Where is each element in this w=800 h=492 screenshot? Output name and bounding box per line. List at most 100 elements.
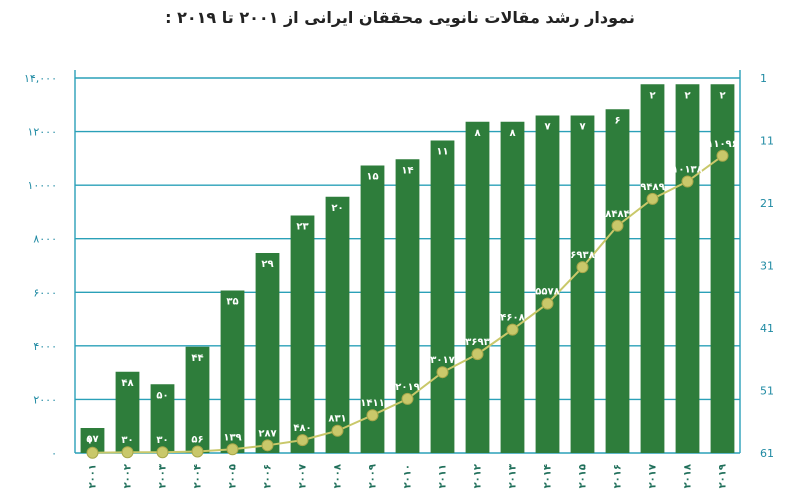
articles-point	[86, 446, 99, 459]
left-tick-label: ۱۲۰۰۰	[27, 126, 57, 139]
articles-point-label: ۸۳۱	[328, 414, 346, 425]
articles-point	[331, 424, 344, 437]
articles-point-label: ۹۴۸۹	[640, 182, 664, 193]
articles-point	[576, 261, 589, 274]
articles-point-label: ۴۶۰۸	[500, 313, 524, 324]
articles-point-label: ۲۰۱۹	[395, 382, 419, 393]
articles-point-label: ۳۶۹۳	[465, 337, 489, 348]
rank-bar	[710, 84, 735, 453]
rank-bar-label: ۸	[474, 128, 480, 139]
rank-bar-label: ۲	[719, 90, 725, 101]
category-label: ۲۰۱۳	[508, 464, 519, 488]
right-tick-label: 31	[760, 260, 774, 273]
articles-point-label: ۵۵۷۸	[535, 287, 559, 298]
rank-bar	[80, 428, 105, 453]
rank-bar-label: ۱۵	[366, 172, 378, 183]
articles-point-label: ۸۴۸۴	[605, 209, 629, 220]
category-label: ۲۰۰۷	[298, 464, 309, 488]
rank-bar	[500, 121, 525, 453]
rank-bar-label: ۴۸	[121, 378, 133, 389]
left-tick-label: ۶۰۰۰	[33, 286, 57, 299]
left-tick-label: ۱۴,۰۰۰	[24, 72, 57, 85]
articles-point-label: ۱۱۰۹۶	[707, 139, 738, 150]
articles-point	[261, 439, 274, 452]
rank-bar	[430, 140, 455, 453]
rank-bar	[185, 346, 210, 453]
articles-point	[541, 297, 554, 310]
articles-point-label: ۴۸۰	[293, 423, 311, 434]
articles-point	[401, 392, 414, 405]
left-tick-label: ۱۰۰۰۰	[27, 179, 57, 192]
rank-bar	[290, 215, 315, 453]
articles-point-label: ۱۰	[86, 436, 98, 447]
rank-bar	[535, 115, 560, 453]
rank-bar	[605, 109, 630, 453]
category-label: ۲۰۱۷	[648, 464, 659, 488]
category-label: ۲۰۱۲	[473, 464, 484, 488]
rank-bar-label: ۲۹	[261, 259, 273, 270]
articles-point-label: ۱۳۹	[223, 432, 241, 443]
rank-bar-label: ۷	[544, 122, 550, 133]
articles-point	[471, 348, 484, 361]
left-tick-label: ۴۰۰۰	[33, 340, 57, 353]
right-tick-label: 21	[760, 197, 774, 210]
category-label: ۲۰۱۶	[613, 464, 624, 488]
rank-bar-label: ۸	[509, 128, 515, 139]
category-label: ۲۰۱۸	[683, 464, 694, 488]
articles-point	[716, 149, 729, 162]
category-label: ۲۰۰۹	[368, 464, 379, 488]
articles-point-label: ۲۸۷	[258, 428, 276, 439]
rank-bar-label: ۷	[579, 122, 585, 133]
articles-point	[436, 366, 449, 379]
chart-title: نمودار رشد مقالات نانویی محققان ایرانی ا…	[165, 8, 635, 27]
rank-bar	[675, 84, 700, 453]
articles-point	[296, 434, 309, 447]
rank-bar-label: ۲	[649, 90, 655, 101]
rank-bar	[255, 253, 280, 453]
rank-bar-label: ۲۳	[296, 222, 308, 233]
category-label: ۲۰۰۸	[333, 464, 344, 488]
rank-bar	[360, 165, 385, 453]
rank-bar	[220, 290, 245, 453]
articles-point	[681, 175, 694, 188]
articles-point-label: ۳۰	[156, 435, 168, 446]
left-tick-label: ۸۰۰۰	[33, 233, 57, 246]
category-label: ۲۰۱۵	[578, 464, 589, 488]
category-label: ۲۰۰۴	[193, 464, 204, 488]
articles-line: ۱۰ ۳۰ ۳۰ ۵۶ ۱۳۹ ۲۸۷ ۴۸۰ ۸۳۱ ۱۴۱۱ ۲۰۱۹ ۳۰۱۷ ۳۶۹۳ ۴۶۰۸…	[86, 139, 738, 459]
articles-point	[366, 409, 379, 422]
category-label: ۲۰۱۱	[438, 464, 449, 488]
rank-bar	[395, 159, 420, 453]
category-label: ۲۰۱۴	[543, 464, 554, 488]
articles-point	[156, 446, 169, 459]
rank-bar-label: ۳۵	[226, 297, 238, 308]
left-tick-label: ۲۰۰۰	[33, 393, 57, 406]
articles-point-label: ۶۹۳۸	[570, 250, 594, 261]
rank-bar-label: ۱۴	[401, 165, 413, 176]
articles-point	[226, 443, 239, 456]
right-tick-label: 51	[760, 385, 774, 398]
rank-bar	[115, 371, 140, 453]
articles-point-label: ۳۰۱۷	[430, 355, 454, 366]
category-label: ۲۰۰۳	[158, 464, 169, 488]
articles-point	[506, 323, 519, 336]
category-label: ۲۰۰۲	[123, 464, 134, 488]
articles-point-label: ۱۴۱۱	[360, 398, 384, 409]
articles-point	[646, 192, 659, 205]
articles-point-label: ۵۶	[191, 435, 203, 446]
rank-bar	[640, 84, 665, 453]
articles-point-label: ۱۰۱۳۸	[672, 164, 703, 175]
articles-point	[121, 446, 134, 459]
right-tick-label: 11	[760, 135, 774, 148]
articles-point	[191, 445, 204, 458]
right-tick-label: 41	[760, 322, 774, 335]
rank-bar-label: ۴۴	[191, 353, 203, 364]
category-label: ۲۰۱۰	[403, 464, 414, 488]
category-label: ۲۰۱۹	[718, 464, 729, 488]
category-label: ۲۰۰۵	[228, 464, 239, 488]
articles-point-label: ۳۰	[121, 435, 133, 446]
rank-bar	[325, 196, 350, 453]
